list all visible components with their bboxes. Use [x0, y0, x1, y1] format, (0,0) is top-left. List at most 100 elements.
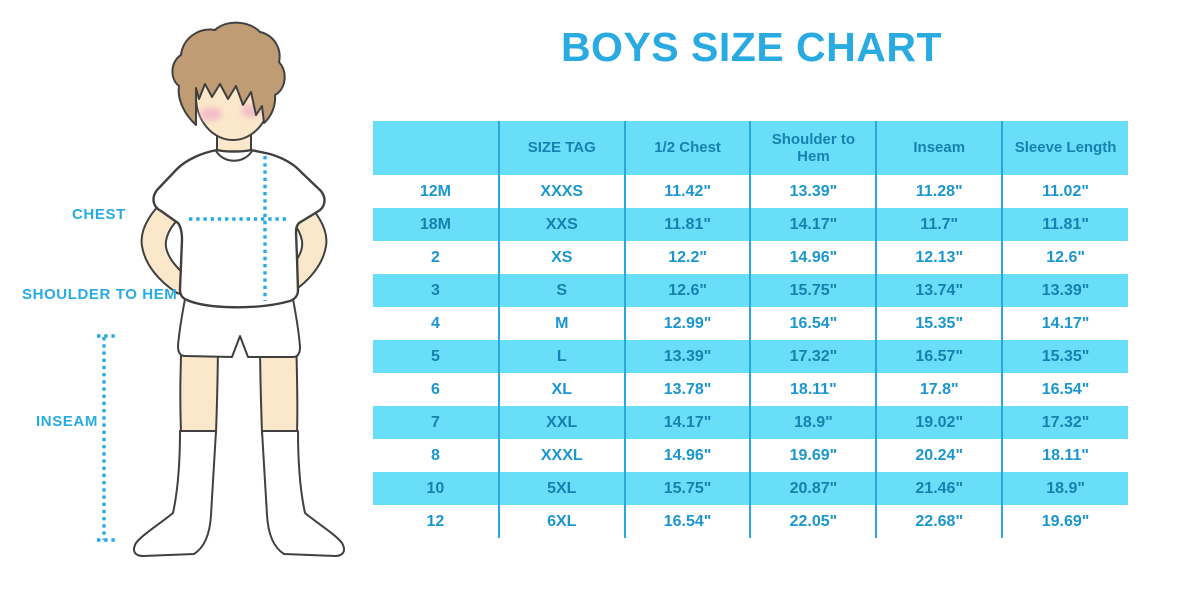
- table-cell: 19.69": [1001, 505, 1128, 538]
- table-cell: 20.87": [749, 472, 877, 505]
- row-size-label: 3: [373, 274, 499, 307]
- row-size-label: 7: [373, 406, 499, 439]
- table-cell: 19.02": [875, 406, 1003, 439]
- table-row: 10 5XL 15.75" 20.87" 21.46" 18.9": [373, 472, 1128, 505]
- table-cell: 11.7": [875, 208, 1003, 241]
- table-cell: 15.35": [875, 307, 1003, 340]
- table-cell: 14.96": [749, 241, 877, 274]
- column-header: Shoulder to Hem: [749, 121, 877, 175]
- socks: [133, 430, 345, 557]
- table-row: 5 L 13.39" 17.32" 16.57" 15.35": [373, 340, 1128, 373]
- row-size-label: 8: [373, 439, 499, 472]
- table-row: 7 XXL 14.17" 18.9" 19.02" 17.32": [373, 406, 1128, 439]
- table-cell: XXL: [497, 406, 625, 439]
- table-cell: 11.81": [1001, 208, 1128, 241]
- table-cell: 21.46": [875, 472, 1003, 505]
- table-row: 2 XS 12.2" 14.96" 12.13" 12.6": [373, 241, 1128, 274]
- table-row: 3 S 12.6" 15.75" 13.74" 13.39": [373, 274, 1128, 307]
- shoulder-to-hem-label: SHOULDER TO HEM: [22, 286, 178, 303]
- table-cell: 5XL: [497, 472, 625, 505]
- column-header: Sleeve Length: [1001, 121, 1128, 175]
- row-size-label: 6: [373, 373, 499, 406]
- column-header: [373, 121, 499, 175]
- table-cell: 22.05": [749, 505, 877, 538]
- row-size-label: 4: [373, 307, 499, 340]
- table-cell: XL: [497, 373, 625, 406]
- table-cell: 15.75": [623, 472, 751, 505]
- column-header: SIZE TAG: [497, 121, 625, 175]
- table-cell: 22.68": [875, 505, 1003, 538]
- table-cell: 13.74": [875, 274, 1003, 307]
- table-cell: 20.24": [875, 439, 1003, 472]
- row-size-label: 10: [373, 472, 499, 505]
- row-size-label: 2: [373, 241, 499, 274]
- table-cell: 13.39": [749, 175, 877, 208]
- size-table: SIZE TAG 1/2 Chest Shoulder to Hem Inseam Sl…: [373, 121, 1128, 538]
- page-title: BOYS SIZE CHART: [560, 24, 943, 70]
- chest-label: CHEST: [72, 206, 126, 223]
- table-cell: 17.32": [1001, 406, 1128, 439]
- table-cell: 16.54": [749, 307, 877, 340]
- column-header: Inseam: [875, 121, 1003, 175]
- row-size-label: 18M: [373, 208, 499, 241]
- table-cell: 16.54": [623, 505, 751, 538]
- shorts: [177, 298, 301, 358]
- table-row: 4 M 12.99" 16.54" 15.35" 14.17": [373, 307, 1128, 340]
- table-cell: 15.75": [749, 274, 877, 307]
- boy-figure: [133, 21, 345, 557]
- table-cell: 18.9": [749, 406, 877, 439]
- column-header: 1/2 Chest: [623, 121, 751, 175]
- table-cell: 16.57": [875, 340, 1003, 373]
- table-cell: 14.17": [749, 208, 877, 241]
- row-size-label: 12: [373, 505, 499, 538]
- table-cell: M: [497, 307, 625, 340]
- inseam-label: INSEAM: [36, 413, 98, 430]
- hair: [171, 21, 286, 126]
- table-cell: 12.6": [1001, 241, 1128, 274]
- table-cell: 14.17": [623, 406, 751, 439]
- table-row: 12M XXXS 11.42" 13.39" 11.28" 11.02": [373, 175, 1128, 208]
- table-row: 6 XL 13.78" 18.11" 17.8" 16.54": [373, 373, 1128, 406]
- collar-line: [215, 150, 253, 162]
- table-cell: 13.39": [1001, 274, 1128, 307]
- table-cell: 17.8": [875, 373, 1003, 406]
- table-cell: 12.6": [623, 274, 751, 307]
- row-size-label: 12M: [373, 175, 499, 208]
- table-cell: 6XL: [497, 505, 625, 538]
- row-size-label: 5: [373, 340, 499, 373]
- size-table-body: 12M XXXS 11.42" 13.39" 11.28" 11.02" 18M XXS 11.…: [373, 175, 1128, 538]
- table-cell: 12.99": [623, 307, 751, 340]
- table-row: 8 XXXL 14.96" 19.69" 20.24" 18.11": [373, 439, 1128, 472]
- table-cell: 18.9": [1001, 472, 1128, 505]
- table-row: 18M XXS 11.81" 14.17" 11.7" 11.81": [373, 208, 1128, 241]
- table-cell: 11.81": [623, 208, 751, 241]
- table-cell: L: [497, 340, 625, 373]
- header-row: SIZE TAG 1/2 Chest Shoulder to Hem Inseam Sl…: [373, 121, 1128, 175]
- table-cell: 14.17": [1001, 307, 1128, 340]
- table-cell: 19.69": [749, 439, 877, 472]
- table-cell: S: [497, 274, 625, 307]
- boy-illustration: [97, 21, 345, 557]
- table-cell: 17.32": [749, 340, 877, 373]
- table-row: 12 6XL 16.54" 22.05" 22.68" 19.69": [373, 505, 1128, 538]
- table-cell: XS: [497, 241, 625, 274]
- size-table-header: SIZE TAG 1/2 Chest Shoulder to Hem Inseam Sl…: [373, 121, 1128, 175]
- table-cell: 15.35": [1001, 340, 1128, 373]
- measurement-lines: [97, 156, 287, 542]
- table-cell: XXXL: [497, 439, 625, 472]
- table-cell: XXS: [497, 208, 625, 241]
- table-cell: 18.11": [1001, 439, 1128, 472]
- table-cell: 14.96": [623, 439, 751, 472]
- table-cell: 12.13": [875, 241, 1003, 274]
- table-cell: 11.42": [623, 175, 751, 208]
- table-cell: 11.28": [875, 175, 1003, 208]
- table-cell: 13.39": [623, 340, 751, 373]
- table-cell: 18.11": [749, 373, 877, 406]
- t-shirt: [152, 148, 326, 309]
- table-cell: 16.54": [1001, 373, 1128, 406]
- table-cell: 11.02": [1001, 175, 1128, 208]
- table-cell: 13.78": [623, 373, 751, 406]
- legs: [179, 334, 299, 434]
- table-cell: 12.2": [623, 241, 751, 274]
